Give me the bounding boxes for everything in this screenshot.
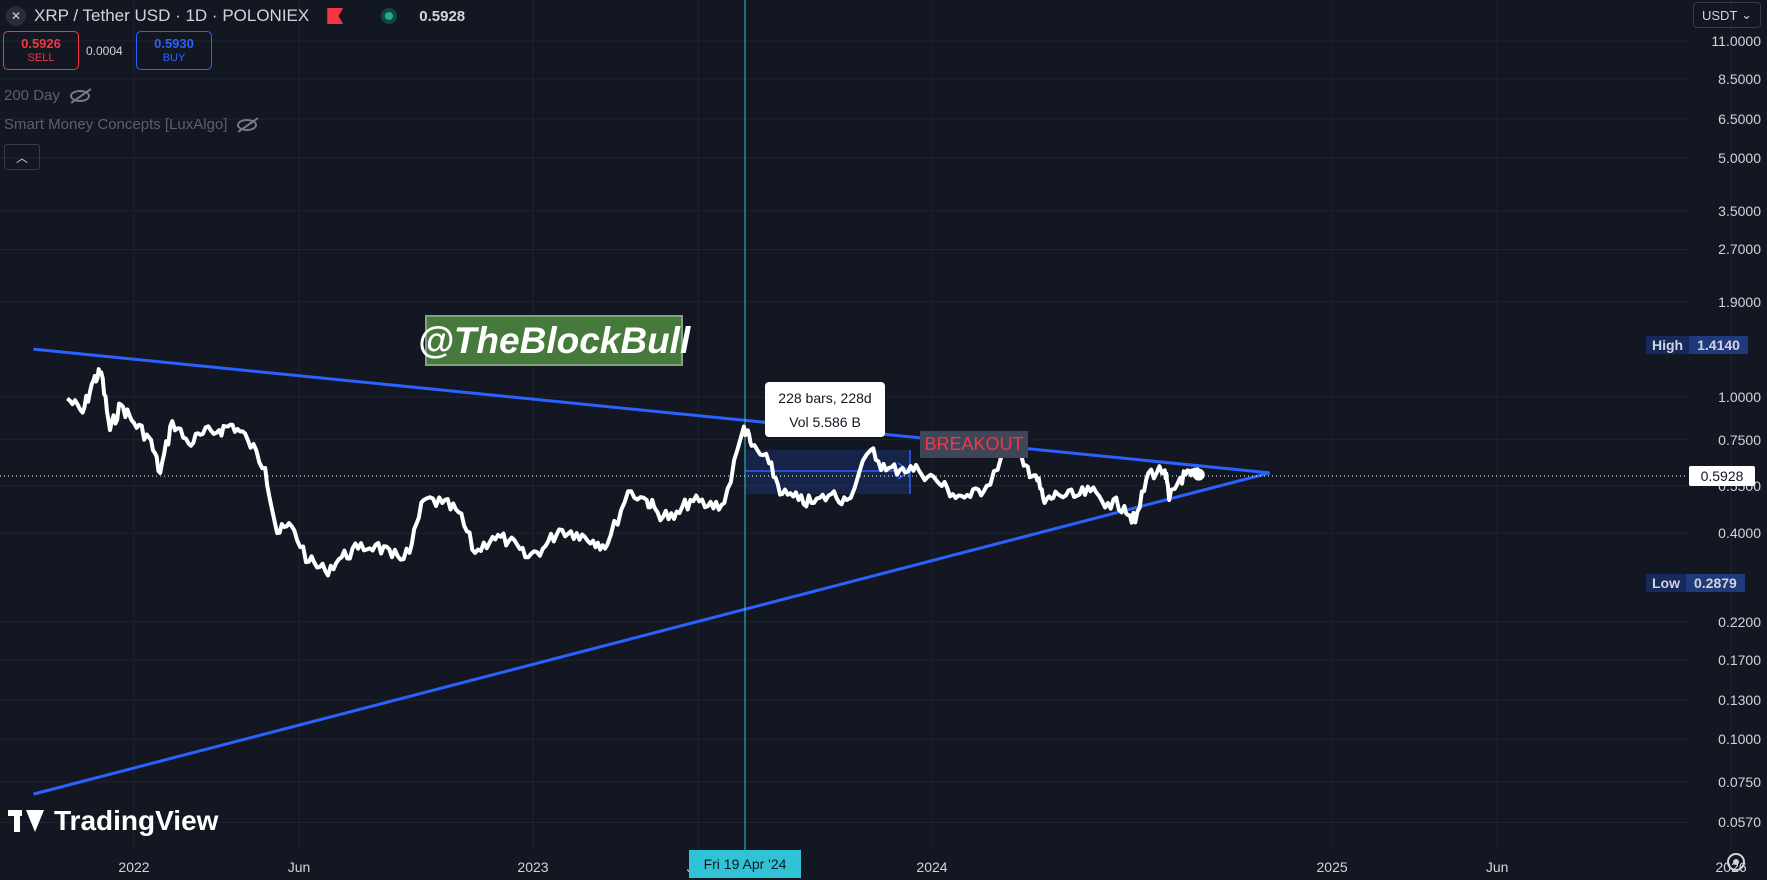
buy-label: BUY [162, 51, 186, 64]
sell-price: 0.5926 [21, 35, 61, 51]
time-axis-tick-label: Jun [287, 859, 311, 875]
price-axis-tick-label: 0.7500 [1718, 431, 1761, 448]
trendlines [33, 347, 1271, 796]
flag-icon[interactable] [327, 8, 344, 24]
time-axis-tick-label: 2024 [916, 859, 948, 875]
indicator-label: Smart Money Concepts [LuxAlgo] [4, 116, 228, 133]
symbol-title[interactable]: XRP / Tether USD · 1D · POLONIEX [34, 6, 310, 25]
sell-label: SELL [27, 51, 55, 64]
chart-header: ✕ XRP / Tether USD · 1D · POLONIEX 0.592… [6, 4, 465, 28]
market-open-dot-icon [381, 8, 398, 24]
time-axis-tick-label: 2022 [118, 859, 150, 875]
time-axis-tick-label: 2023 [517, 859, 549, 875]
low-marker: Low 0.2879 [1646, 574, 1745, 592]
time-axis-tick-label: Jun [1485, 859, 1509, 875]
indicator-label: 200 Day [4, 87, 60, 104]
currency-unit-select[interactable]: USDT ⌄ [1693, 2, 1761, 28]
price-axis-tick-label: 8.5000 [1718, 71, 1761, 88]
logo-text: TradingView [54, 805, 219, 836]
measure-tooltip: 228 bars, 228d Vol 5.586 B [765, 382, 885, 437]
price-axis-tick-label: 0.1300 [1718, 692, 1761, 709]
tradingview-logo-icon [8, 810, 46, 832]
low-value: 0.2879 [1686, 574, 1745, 592]
last-price-dot [1192, 468, 1205, 481]
price-axis-tick-label: 0.2200 [1718, 613, 1761, 630]
current-price-tag: 0.5928 [1689, 466, 1755, 486]
header-last-price: 0.5928 [419, 7, 466, 25]
eye-hidden-icon[interactable] [237, 118, 258, 131]
chevron-up-icon: ︿ [15, 150, 28, 165]
chevron-down-icon: ⌄ [1741, 7, 1752, 22]
price-axis-tick-label: 1.9000 [1718, 293, 1761, 310]
price-axis-tick-label: 5.0000 [1718, 149, 1761, 166]
buy-price: 0.5930 [154, 35, 194, 51]
price-axis-tick-label: 0.0570 [1718, 814, 1761, 831]
author-watermark: @TheBlockBull [418, 315, 690, 366]
indicator-smart-money[interactable]: Smart Money Concepts [LuxAlgo] [4, 116, 258, 133]
measure-volume: Vol 5.586 B [789, 413, 861, 430]
sell-button[interactable]: 0.5926 SELL [3, 31, 79, 70]
high-value: 1.4140 [1689, 336, 1748, 354]
time-axis-tick-label: 2025 [1316, 859, 1348, 875]
price-axis-tick-label: 2.7000 [1718, 241, 1761, 258]
low-label: Low [1646, 574, 1686, 592]
price-axis-tick-label: 11.0000 [1711, 32, 1761, 49]
trendline[interactable] [33, 347, 1270, 475]
indicator-200-day[interactable]: 200 Day [4, 87, 90, 104]
crosshair-date-label: Fri 19 Apr '24 [689, 850, 801, 878]
spread-value: 0.0004 [86, 44, 123, 58]
breakout-label: BREAKOUT [920, 431, 1028, 458]
gear-icon[interactable] [1727, 853, 1745, 871]
high-marker: High 1.4140 [1646, 336, 1748, 354]
unit-label: USDT [1702, 7, 1738, 23]
price-axis-tick-label: 6.5000 [1718, 110, 1761, 127]
collapse-legend-button[interactable]: ︿ [4, 144, 40, 170]
eye-hidden-icon[interactable] [69, 89, 90, 102]
price-axis-tick-label: 0.0750 [1718, 773, 1761, 790]
price-line [66, 367, 1201, 578]
measure-bars: 228 bars, 228d [778, 389, 872, 406]
buy-button[interactable]: 0.5930 BUY [136, 31, 212, 70]
price-axis-tick-label: 0.1700 [1718, 652, 1761, 669]
high-label: High [1646, 336, 1690, 354]
price-axis-tick-label: 0.4000 [1718, 525, 1761, 542]
price-axis-tick-label: 0.1000 [1718, 731, 1761, 747]
price-axis-tick-label: 1.0000 [1718, 389, 1761, 405]
price-axis-tick-label: 3.5000 [1718, 202, 1761, 219]
xrp-logo-icon: ✕ [6, 6, 26, 26]
trendline[interactable] [33, 471, 1271, 796]
tradingview-logo[interactable]: TradingView [8, 805, 218, 837]
